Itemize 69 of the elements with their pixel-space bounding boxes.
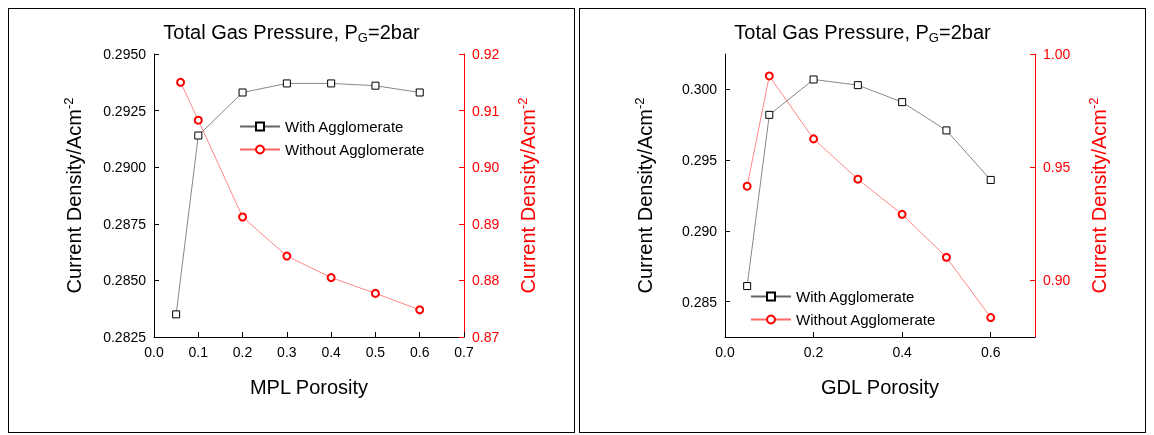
- x-tick-label: 0.3: [277, 344, 297, 360]
- x-tick-label: 0.4: [892, 344, 913, 360]
- y2-axis-title: Current Density/Acm-2: [515, 97, 539, 294]
- point: [941, 252, 951, 262]
- y-axis-title: Current Density/Acm-2: [61, 97, 85, 294]
- y-tick-label: 0.285: [681, 293, 718, 310]
- point: [853, 174, 863, 184]
- point: [415, 305, 425, 315]
- point: [327, 79, 336, 88]
- legend-label: With Agglomerate: [796, 288, 915, 305]
- point: [898, 98, 907, 107]
- point: [742, 181, 752, 191]
- point: [809, 75, 818, 84]
- x-axis-title: GDL Porosity: [820, 376, 940, 398]
- y-tick-label: 0.2850: [103, 272, 147, 289]
- point: [176, 77, 186, 87]
- point: [371, 81, 380, 90]
- y2-tick-label: 0.90: [472, 159, 500, 176]
- point: [326, 273, 336, 283]
- x-axis-title: MPL Porosity: [249, 376, 369, 398]
- point: [765, 110, 774, 119]
- point: [282, 79, 291, 88]
- x-tick-label: 0.0: [715, 344, 735, 360]
- y2-tick-label: 0.95: [1043, 159, 1071, 176]
- y2-tick-label: 0.90: [1043, 272, 1071, 289]
- x-tick-label: 0.6: [980, 344, 1001, 360]
- y2-tick-label: 0.88: [472, 272, 500, 289]
- point: [743, 282, 752, 291]
- y-tick-label: 0.290: [681, 222, 718, 239]
- y2-tick-label: 1.00: [1043, 46, 1071, 62]
- point: [193, 115, 203, 125]
- point: [194, 131, 203, 140]
- y2-tick-label: 0.89: [472, 215, 500, 232]
- point: [986, 313, 996, 323]
- point: [238, 212, 248, 222]
- y2-tick-label: 0.92: [472, 46, 500, 62]
- point: [809, 134, 819, 144]
- legend-label: With Agglomerate: [285, 118, 404, 135]
- y-tick-label: 0.2900: [103, 159, 147, 176]
- y-tick-label: 0.2925: [103, 102, 147, 119]
- y-tick-label: 0.2875: [103, 215, 147, 232]
- point: [986, 175, 995, 184]
- legend-label: Without Agglomerate: [285, 141, 425, 158]
- point: [897, 209, 907, 219]
- y-axis-title: Current Density/Acm-2: [632, 97, 656, 294]
- y2-axis-title: Current Density/Acm-2: [1086, 97, 1110, 294]
- point: [942, 126, 951, 135]
- y-tick-label: 0.2825: [103, 329, 147, 345]
- y-tick-label: 0.300: [681, 81, 718, 98]
- point: [282, 251, 292, 261]
- x-tick-label: 0.7: [454, 344, 474, 360]
- x-tick-label: 0.5: [365, 344, 386, 360]
- y-tick-label: 0.2950: [103, 46, 147, 62]
- y2-tick-label: 0.87: [472, 329, 500, 345]
- x-tick-label: 0.4: [321, 344, 342, 360]
- point: [370, 288, 380, 298]
- point: [238, 88, 247, 97]
- point: [172, 310, 181, 319]
- point: [853, 81, 862, 90]
- legend-label: Without Agglomerate: [796, 311, 936, 328]
- x-tick-label: 0.1: [188, 344, 209, 360]
- point: [764, 71, 774, 81]
- x-tick-label: 0.2: [232, 344, 253, 360]
- point: [415, 88, 424, 97]
- y2-tick-label: 0.91: [472, 102, 500, 119]
- x-tick-label: 0.2: [803, 344, 824, 360]
- x-tick-label: 0.6: [409, 344, 430, 360]
- y-tick-label: 0.295: [681, 152, 718, 169]
- x-tick-label: 0.0: [144, 344, 164, 360]
